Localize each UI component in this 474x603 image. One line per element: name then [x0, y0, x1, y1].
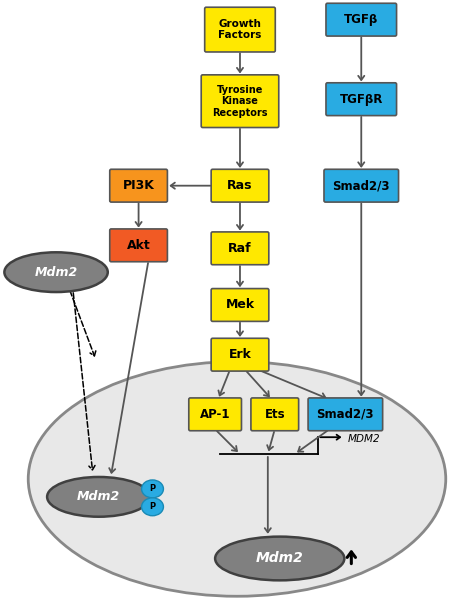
FancyBboxPatch shape	[211, 169, 269, 202]
Ellipse shape	[47, 477, 151, 517]
Text: P: P	[149, 484, 155, 493]
Text: Raf: Raf	[228, 242, 252, 255]
Text: Tyrosine
Kinase
Receptors: Tyrosine Kinase Receptors	[212, 84, 268, 118]
Text: Mdm2: Mdm2	[77, 490, 120, 504]
Text: Smad2/3: Smad2/3	[333, 179, 390, 192]
Text: MDM2: MDM2	[347, 434, 380, 444]
FancyBboxPatch shape	[324, 169, 399, 202]
Text: Mdm2: Mdm2	[35, 266, 78, 279]
Text: AP-1: AP-1	[200, 408, 230, 421]
Text: Mdm2: Mdm2	[256, 552, 304, 566]
FancyBboxPatch shape	[211, 232, 269, 265]
FancyBboxPatch shape	[211, 289, 269, 321]
Text: TGFβ: TGFβ	[344, 13, 378, 26]
FancyBboxPatch shape	[110, 229, 167, 262]
Text: Ras: Ras	[227, 179, 253, 192]
Text: Akt: Akt	[127, 239, 150, 252]
FancyBboxPatch shape	[308, 398, 383, 431]
Text: Growth
Factors: Growth Factors	[219, 19, 262, 40]
FancyBboxPatch shape	[326, 3, 397, 36]
Text: Smad2/3: Smad2/3	[317, 408, 374, 421]
FancyBboxPatch shape	[189, 398, 241, 431]
Text: P: P	[149, 502, 155, 511]
Ellipse shape	[4, 252, 108, 292]
Ellipse shape	[28, 362, 446, 596]
Ellipse shape	[142, 480, 164, 498]
Ellipse shape	[215, 537, 345, 580]
Text: Erk: Erk	[228, 348, 251, 361]
Text: PI3K: PI3K	[123, 179, 155, 192]
FancyBboxPatch shape	[211, 338, 269, 371]
Text: Mek: Mek	[226, 298, 255, 312]
Text: TGFβR: TGFβR	[339, 93, 383, 106]
Text: Ets: Ets	[264, 408, 285, 421]
FancyBboxPatch shape	[205, 7, 275, 52]
FancyBboxPatch shape	[251, 398, 299, 431]
FancyBboxPatch shape	[201, 75, 279, 127]
FancyBboxPatch shape	[326, 83, 397, 116]
FancyBboxPatch shape	[110, 169, 167, 202]
Ellipse shape	[142, 498, 164, 516]
